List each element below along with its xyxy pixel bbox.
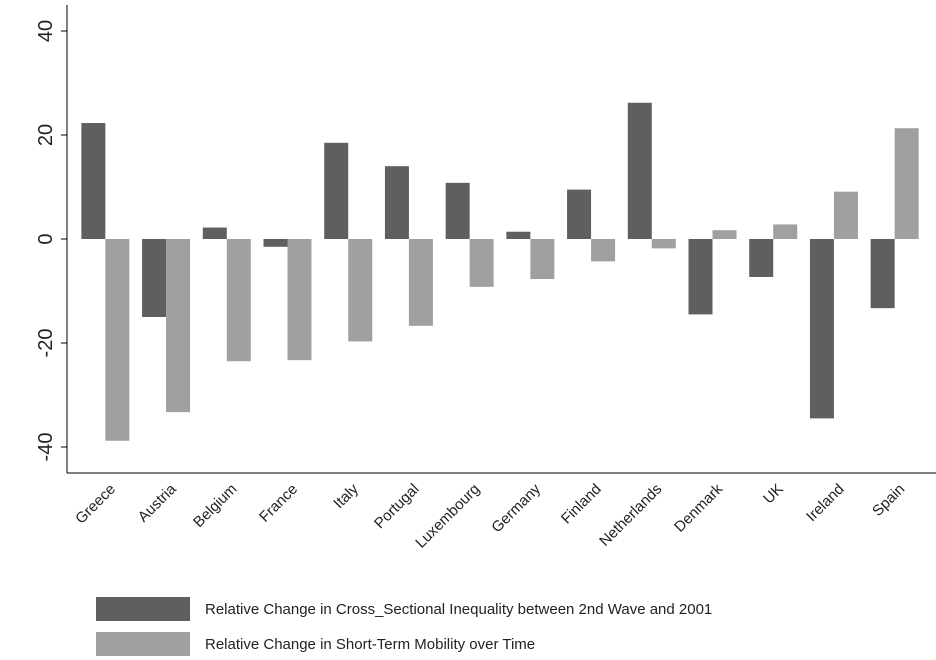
x-tick-label: Italy [330, 480, 362, 512]
bar [469, 239, 494, 287]
x-tick-label: Portugal [371, 481, 423, 533]
x-tick-label: Greece [72, 481, 119, 528]
legend-label: Relative Change in Cross_Sectional Inequ… [205, 601, 712, 618]
x-tick-label: Denmark [671, 480, 726, 535]
x-tick-label: France [256, 481, 301, 526]
bar [688, 239, 713, 315]
bar [263, 239, 288, 247]
bar [567, 189, 592, 239]
x-tick-label: Finland [558, 481, 605, 528]
x-tick-label: Spain [869, 481, 908, 520]
y-tick-label: -40 [35, 433, 57, 462]
bar [894, 128, 919, 239]
bar [348, 239, 373, 342]
bar [384, 166, 409, 239]
bar [870, 239, 895, 309]
bar [202, 227, 227, 239]
x-tick-label: Luxembourg [412, 481, 483, 552]
bar [166, 239, 191, 413]
bar [749, 239, 774, 277]
bar [833, 191, 858, 239]
bar [809, 239, 834, 419]
bar [530, 239, 555, 280]
bar [712, 230, 737, 239]
x-tick-label: Germany [488, 480, 544, 536]
bar [627, 102, 652, 239]
legend-swatch [96, 597, 190, 621]
x-tick-label: Austria [135, 480, 180, 525]
y-tick-label: 40 [35, 20, 57, 42]
bar [81, 123, 106, 239]
y-tick-label: 20 [35, 124, 57, 146]
bar [591, 239, 616, 262]
x-tick-label: UK [760, 481, 787, 508]
bar [287, 239, 312, 361]
x-tick-label: Ireland [803, 481, 847, 525]
legend-swatch [96, 632, 190, 656]
bar [651, 239, 676, 249]
y-tick-label: 0 [35, 233, 57, 244]
x-tick-label: Belgium [190, 481, 240, 531]
bar [408, 239, 433, 326]
bar [773, 224, 798, 239]
bar [105, 239, 130, 441]
y-tick-label: -20 [35, 329, 57, 358]
legend-label: Relative Change in Short-Term Mobility o… [205, 636, 535, 653]
bar [506, 231, 531, 239]
bar [142, 239, 167, 317]
bar [324, 142, 349, 239]
x-tick-label: Netherlands [596, 481, 665, 550]
bar [226, 239, 251, 362]
bar [445, 182, 470, 239]
